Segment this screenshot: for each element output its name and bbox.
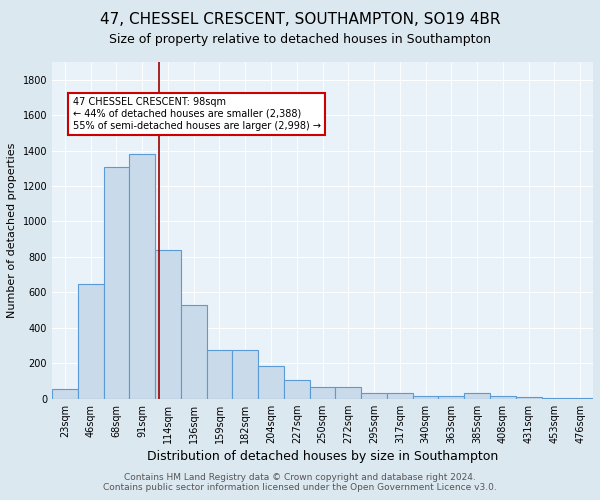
Bar [206,350,232,399]
Bar [284,380,310,399]
Y-axis label: Number of detached properties: Number of detached properties [7,142,17,318]
Bar [258,366,284,399]
Text: Contains HM Land Registry data © Crown copyright and database right 2024.
Contai: Contains HM Land Registry data © Crown c… [103,473,497,492]
Bar [232,350,258,399]
Text: Size of property relative to detached houses in Southampton: Size of property relative to detached ho… [109,32,491,46]
Bar [439,396,464,399]
Bar [490,396,516,399]
Bar [542,398,567,399]
Bar [387,392,413,399]
Bar [567,398,593,399]
Bar [335,387,361,399]
Bar [129,154,155,399]
Bar [181,305,206,399]
Bar [516,397,542,399]
Bar [310,387,335,399]
Bar [413,396,439,399]
Bar [464,394,490,399]
X-axis label: Distribution of detached houses by size in Southampton: Distribution of detached houses by size … [147,450,498,463]
Text: 47, CHESSEL CRESCENT, SOUTHAMPTON, SO19 4BR: 47, CHESSEL CRESCENT, SOUTHAMPTON, SO19 … [100,12,500,28]
Bar [52,389,78,399]
Bar [104,166,129,399]
Bar [78,284,104,399]
Bar [155,250,181,399]
Text: 47 CHESSEL CRESCENT: 98sqm
← 44% of detached houses are smaller (2,388)
55% of s: 47 CHESSEL CRESCENT: 98sqm ← 44% of deta… [73,98,320,130]
Bar [361,392,387,399]
